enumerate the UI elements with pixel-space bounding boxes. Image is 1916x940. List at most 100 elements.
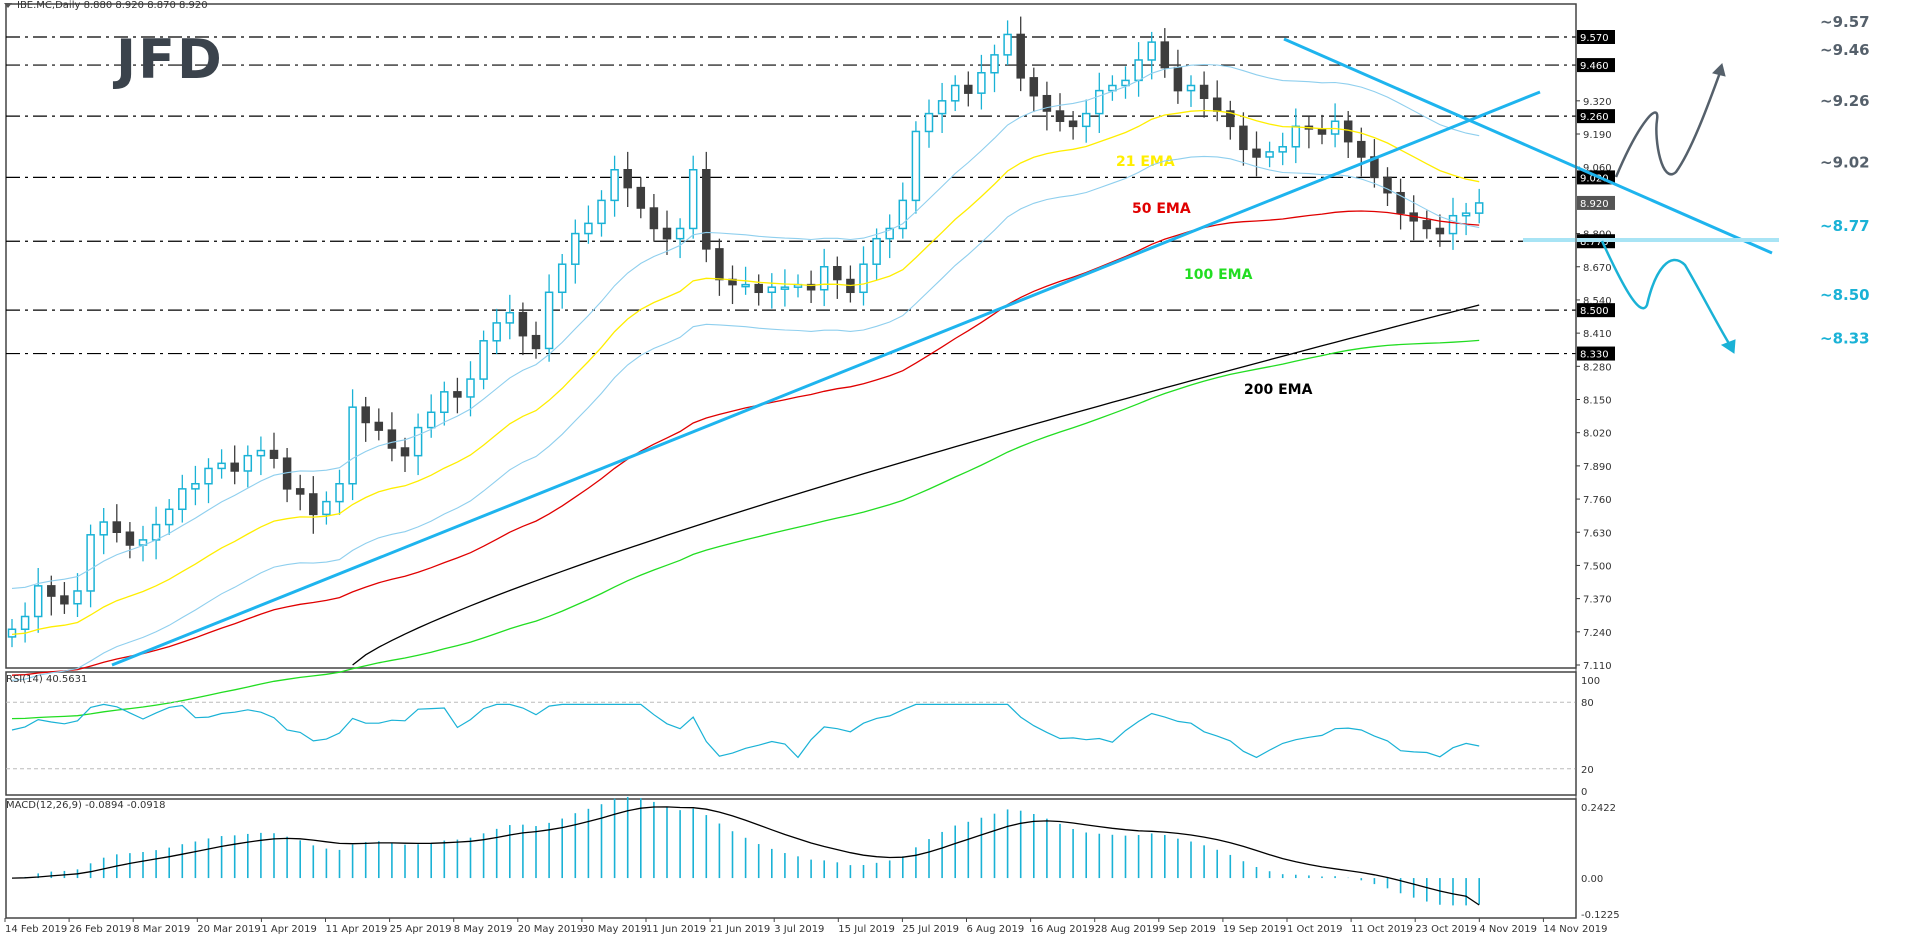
bull-candle[interactable] [675,227,685,240]
bull-candle[interactable] [86,534,95,592]
bear-candle[interactable] [400,447,410,457]
bear-candle[interactable] [1422,220,1432,230]
bear-candle[interactable] [60,595,69,605]
bear-candle[interactable] [387,429,397,449]
bull-candle[interactable] [426,411,436,429]
bull-candle[interactable] [20,615,30,631]
bear-candle[interactable] [662,227,672,240]
bull-candle[interactable] [1147,41,1156,61]
bear-candle[interactable] [1199,84,1209,100]
bull-candle[interactable] [571,232,580,265]
bear-candle[interactable] [295,488,305,495]
bear-candle[interactable] [623,168,632,189]
bull-candle[interactable] [164,508,174,526]
bull-candle[interactable] [1081,112,1091,128]
bull-candle[interactable] [937,100,947,115]
bull-candle[interactable] [1108,84,1117,92]
bear-candle[interactable] [636,186,646,209]
bear-candle[interactable] [1435,227,1445,235]
bull-candle[interactable] [204,467,213,485]
bull-candle[interactable] [872,237,881,265]
bull-candle[interactable] [1186,84,1196,92]
bull-candle[interactable] [73,590,82,605]
bull-candle[interactable] [950,84,960,102]
bear-candle[interactable] [833,266,842,281]
bull-candle[interactable] [33,585,43,618]
bear-candle[interactable] [518,311,528,337]
bear-candle[interactable] [374,421,384,431]
bull-candle[interactable] [256,449,266,457]
bear-candle[interactable] [531,334,541,350]
bull-candle[interactable] [911,130,921,202]
bull-candle[interactable] [440,391,449,414]
bull-candle[interactable] [348,406,357,485]
bear-candle[interactable] [1029,77,1039,97]
bull-candle[interactable] [335,482,344,503]
bull-candle[interactable] [767,286,777,294]
bear-candle[interactable] [1239,125,1248,151]
bull-candle[interactable] [243,454,253,472]
bull-candle[interactable] [1121,79,1130,87]
bear-candle[interactable] [964,84,973,94]
bull-candle[interactable] [819,266,829,291]
bear-candle[interactable] [1160,41,1170,69]
bear-candle[interactable] [1055,110,1065,122]
bull-candle[interactable] [544,291,554,350]
bull-candle[interactable] [413,426,423,457]
bull-candle[interactable] [505,311,515,324]
bear-candle[interactable] [47,585,56,597]
bull-candle[interactable] [151,523,161,541]
bull-candle[interactable] [1278,146,1287,153]
bull-candle[interactable] [977,71,986,94]
bull-candle[interactable] [688,168,698,230]
falling-trendline[interactable] [1283,37,1773,255]
bear-candle[interactable] [1396,191,1405,214]
bear-candle[interactable] [453,391,462,398]
bull-candle[interactable] [466,378,475,398]
bull-candle[interactable] [780,286,790,290]
bear-candle[interactable] [1173,66,1183,92]
bear-candle[interactable] [649,207,659,230]
bull-candle[interactable] [610,168,619,202]
bull-candle[interactable] [99,521,108,536]
bear-candle[interactable] [806,283,816,291]
bear-candle[interactable] [230,462,239,472]
bull-candle[interactable] [990,54,999,74]
bull-candle[interactable] [191,482,200,490]
bear-candle[interactable] [125,531,135,546]
bear-candle[interactable] [361,406,370,424]
bear-candle[interactable] [1343,120,1353,143]
bull-candle[interactable] [597,199,606,225]
bull-candle[interactable] [1003,33,1012,56]
dropdown-triangle-icon[interactable] [4,2,12,8]
bull-candle[interactable] [1291,125,1301,148]
bear-candle[interactable] [309,493,318,516]
bull-candle[interactable] [479,340,488,380]
bull-candle[interactable] [7,628,17,638]
bear-candle[interactable] [1252,148,1261,158]
time-axis[interactable]: 14 Feb 2019 26 Feb 2019 8 Mar 2019 20 Mar 2… [4,917,1607,935]
bear-candle[interactable] [1068,120,1078,128]
bull-candle[interactable] [1474,202,1484,214]
bull-candle[interactable] [1330,120,1340,135]
bull-candle[interactable] [492,322,501,342]
bear-candle[interactable] [269,449,279,459]
bull-candle[interactable] [885,227,894,240]
bear-candle[interactable] [1317,128,1327,135]
bear-candle[interactable] [112,521,122,534]
bear-candle[interactable] [1357,140,1366,158]
bear-candle[interactable] [702,168,711,250]
bull-candle[interactable] [1461,212,1471,217]
bull-candle[interactable] [898,199,908,230]
rising-trendline[interactable] [111,90,1541,667]
bull-candle[interactable] [1095,89,1104,115]
bull-candle[interactable] [322,500,331,516]
bear-candle[interactable] [715,248,724,281]
bull-candle[interactable] [584,222,593,235]
bear-candle[interactable] [1226,110,1235,128]
bull-candle[interactable] [741,283,750,288]
bull-candle[interactable] [557,263,567,294]
bull-candle[interactable] [1265,151,1274,158]
bull-candle[interactable] [217,462,226,470]
